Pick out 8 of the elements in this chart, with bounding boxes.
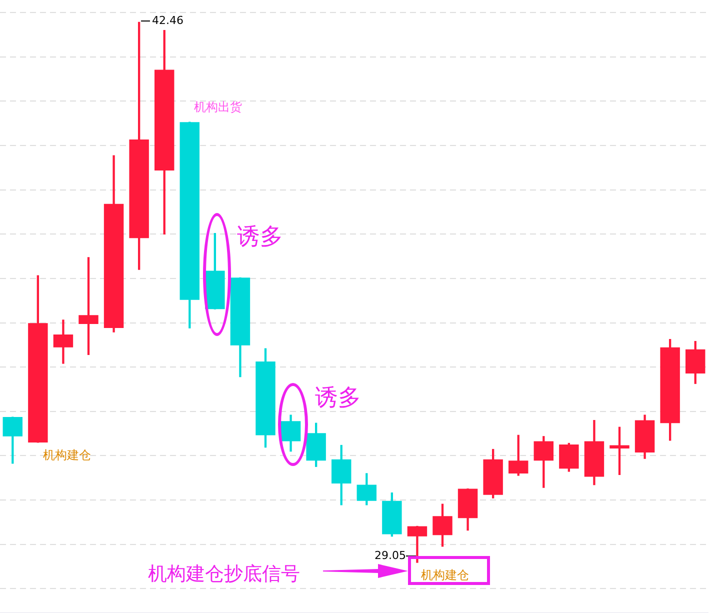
annotation: 42.46 [152,14,184,27]
annotation: 机构建仓 [43,448,91,462]
annotation: 诱多 [237,224,283,250]
annotation: 29.05 [374,548,406,562]
text: 机构建仓 [421,568,469,582]
annotation: 诱多 [315,384,361,411]
annotation: 机构出货 [194,100,242,114]
text: 机构建仓抄底信号 [148,562,300,585]
